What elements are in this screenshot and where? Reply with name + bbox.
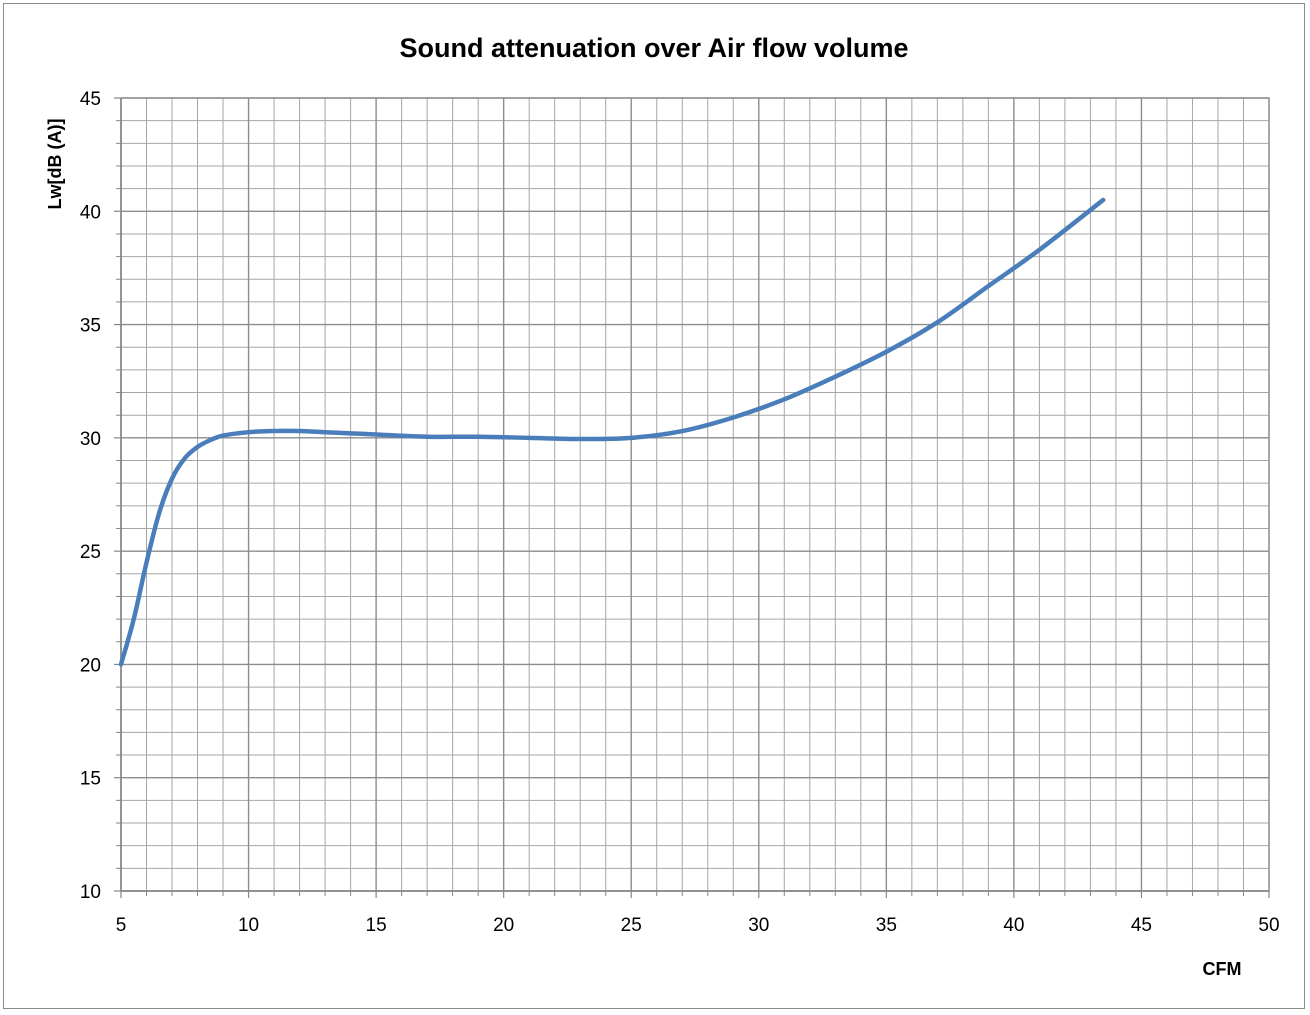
data-point <box>631 437 632 438</box>
y-tick-label: 45 <box>80 89 101 110</box>
data-point <box>133 619 134 620</box>
x-tick-label: 35 <box>876 915 897 936</box>
minor-gridlines <box>116 98 1269 896</box>
x-tick-label: 30 <box>748 915 769 936</box>
tick-labels: 5 10 15 20 25 30 35 40 45 50 10 15 20 25 30 35 40 45 <box>80 89 1280 936</box>
data-point <box>988 286 989 287</box>
x-tick-label: 15 <box>366 915 387 936</box>
data-point <box>733 417 734 418</box>
data-point <box>223 435 224 436</box>
data-point <box>248 432 249 433</box>
major-gridlines <box>114 97 1270 898</box>
data-point <box>184 458 185 459</box>
data-point <box>325 432 326 433</box>
x-tick-label: 10 <box>238 915 259 936</box>
series-group <box>118 197 1106 667</box>
data-point <box>274 431 275 432</box>
axes <box>120 97 1270 892</box>
data-point <box>937 322 938 323</box>
data-point <box>682 431 683 432</box>
data-point <box>784 399 785 400</box>
y-tick-label: 20 <box>80 655 101 676</box>
data-point <box>529 437 530 438</box>
x-tick-label: 25 <box>621 915 642 936</box>
chart-svg: Sound attenuation over Air flow volume 5… <box>45 33 1280 979</box>
data-point <box>299 431 300 432</box>
data-point <box>146 562 147 563</box>
y-tick-label: 25 <box>80 542 101 563</box>
data-point <box>1103 199 1104 200</box>
data-point <box>580 438 581 439</box>
data-point <box>427 436 428 437</box>
x-tick-label: 40 <box>1003 915 1024 936</box>
data-point <box>835 376 836 377</box>
x-tick-label: 20 <box>493 915 514 936</box>
y-tick-label: 35 <box>80 316 101 337</box>
chart-title: Sound attenuation over Air flow volume <box>399 33 908 63</box>
data-point <box>172 478 173 479</box>
y-tick-label: 40 <box>80 202 101 223</box>
data-point <box>478 436 479 437</box>
x-axis-label: CFM <box>1203 959 1242 979</box>
y-tick-label: 10 <box>80 882 101 903</box>
x-tick-label: 50 <box>1258 915 1279 936</box>
series-line-1 <box>118 197 1106 667</box>
data-point <box>1039 249 1040 250</box>
y-tick-label: 15 <box>80 769 101 790</box>
x-tick-label: 45 <box>1131 915 1152 936</box>
data-point <box>159 512 160 513</box>
y-axis-label: Lw[dB (A)] <box>45 119 65 210</box>
plot-area-border <box>120 97 1270 892</box>
data-point <box>886 351 887 352</box>
y-tick-label: 30 <box>80 429 101 450</box>
chart-frame: Sound attenuation over Air flow volume 5… <box>3 3 1305 1009</box>
data-point <box>121 664 122 665</box>
data-point <box>376 434 377 435</box>
x-tick-label: 5 <box>116 915 127 936</box>
data-point <box>197 446 198 447</box>
data-point <box>350 433 351 434</box>
data-point <box>210 440 211 441</box>
